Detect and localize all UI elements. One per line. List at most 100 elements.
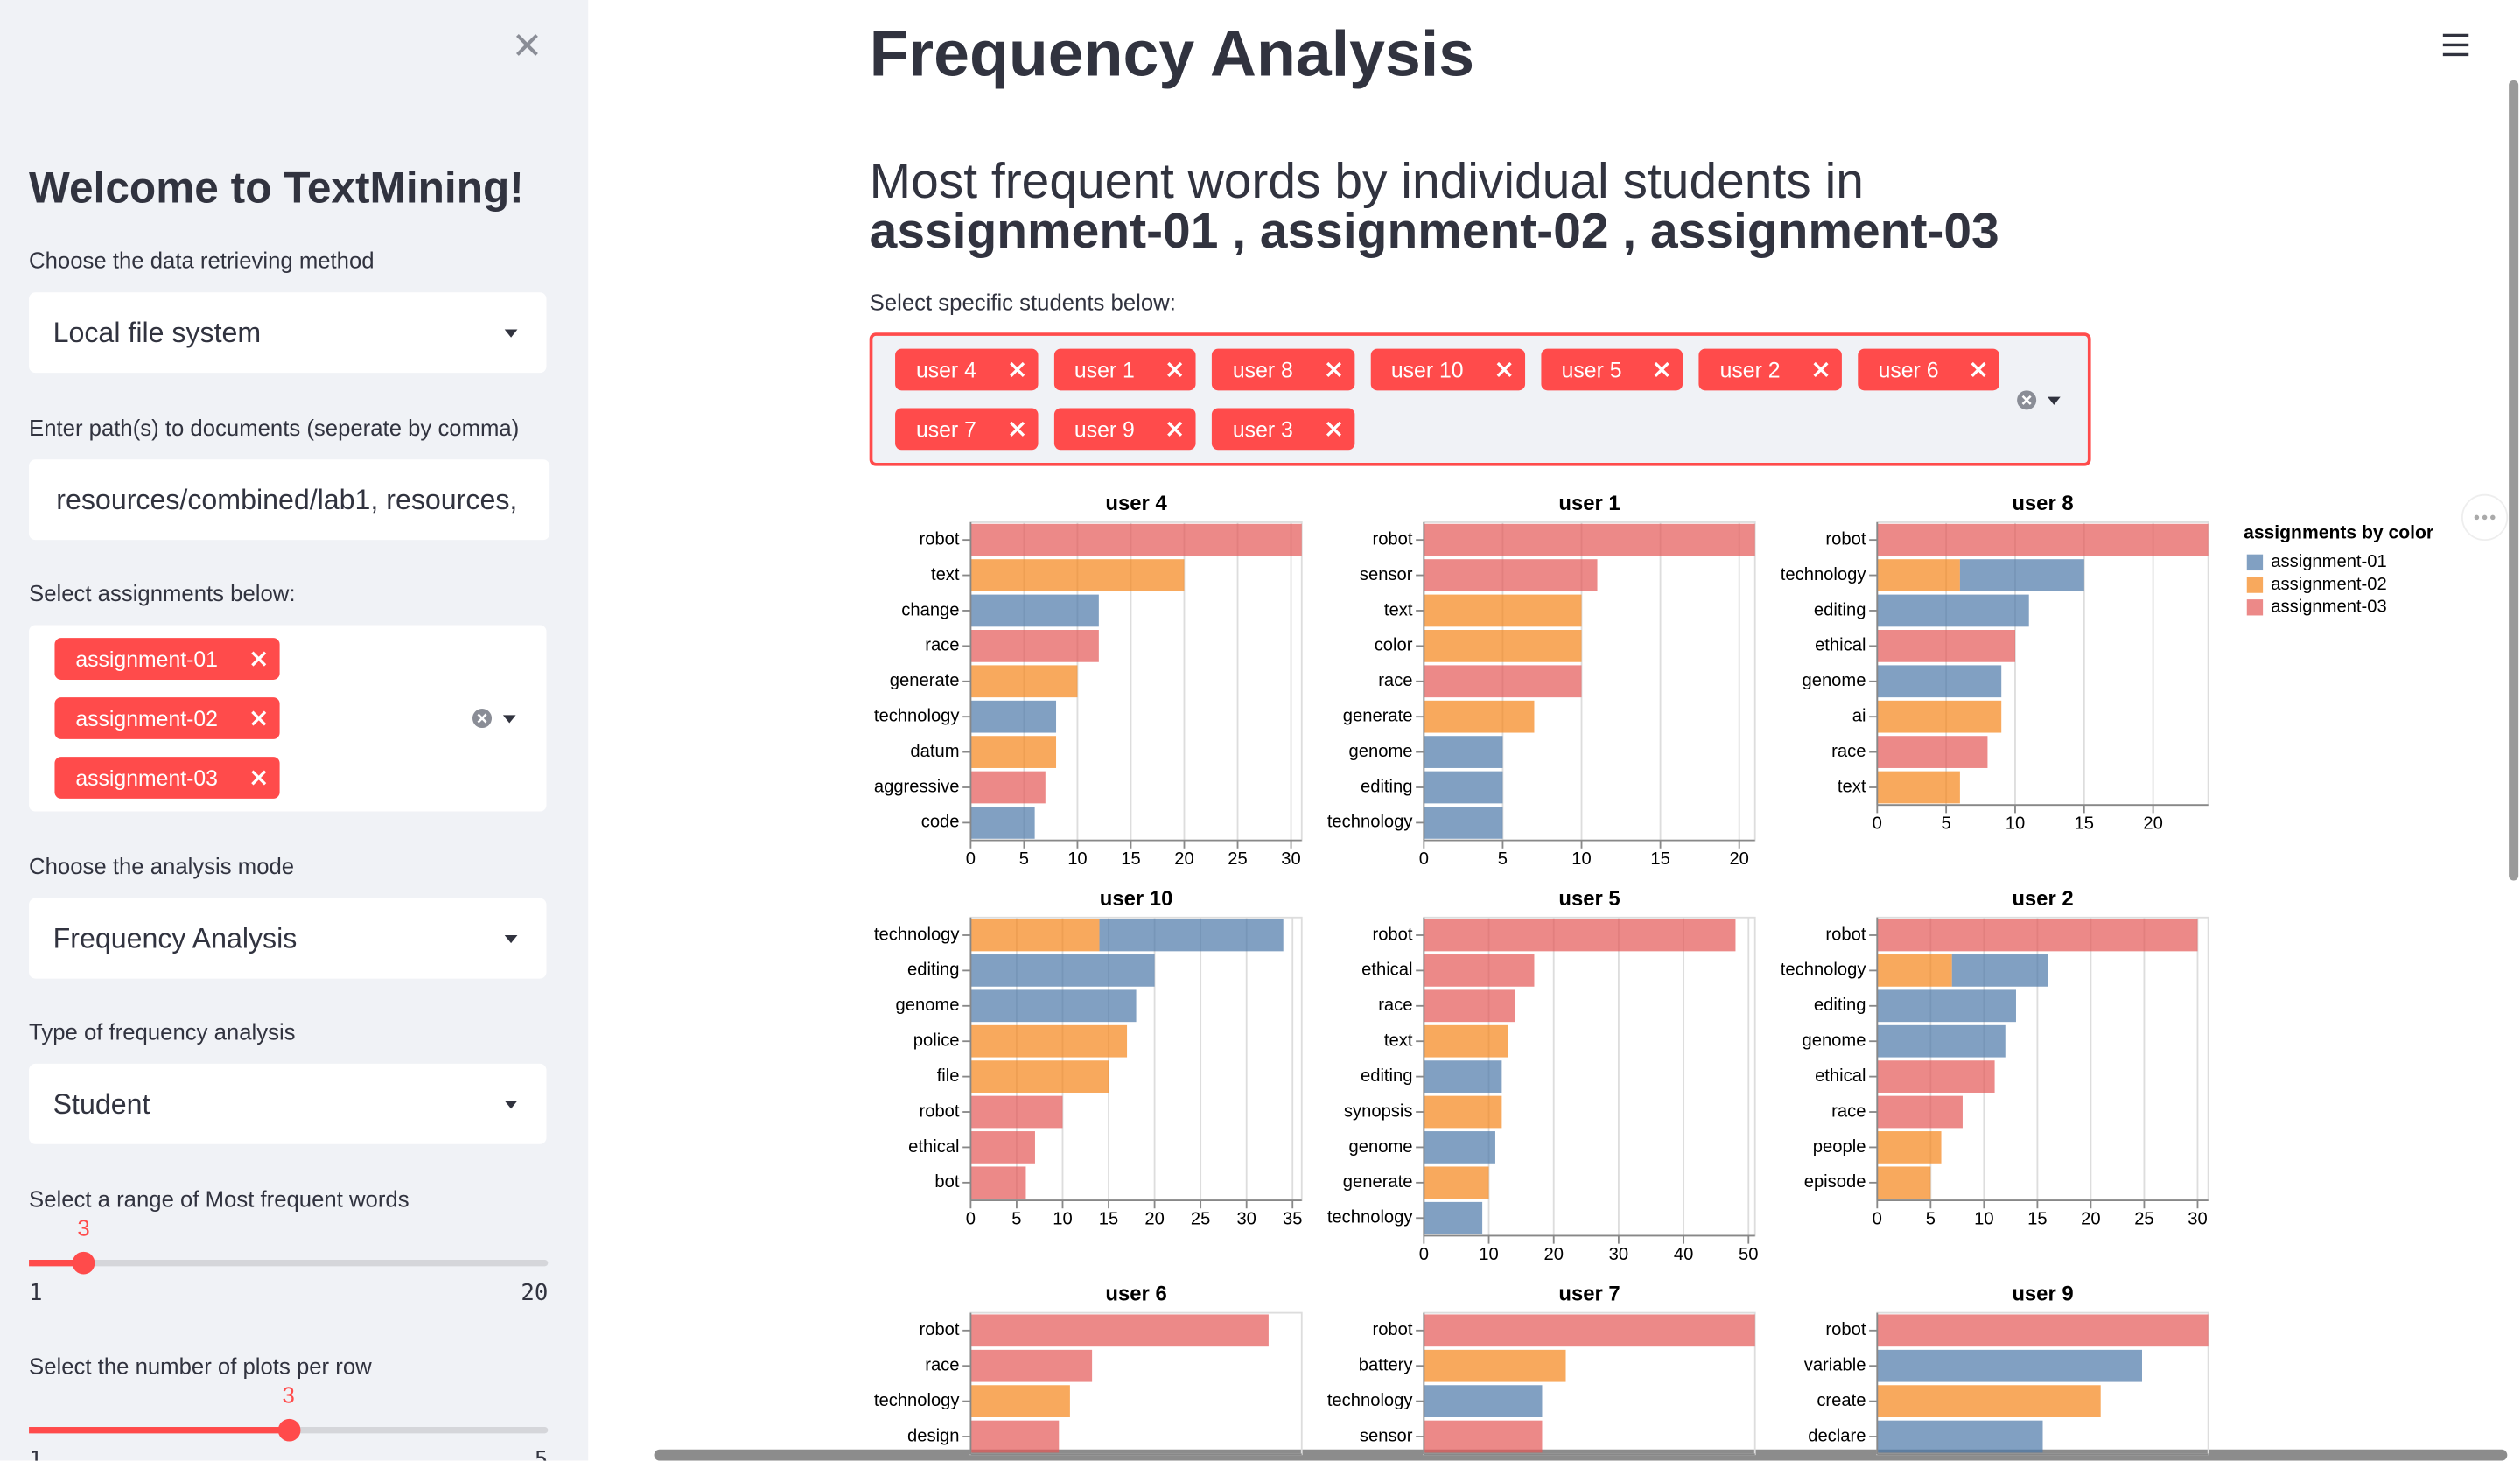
- y-tick-label: robot: [1825, 925, 1866, 944]
- y-tick-label: change: [901, 600, 959, 619]
- icon-stroke: [250, 770, 266, 786]
- slider-value: 3: [77, 1214, 90, 1241]
- bar-segment: [970, 807, 1035, 839]
- bar-segment: [1959, 559, 2084, 591]
- bar-segment: [1877, 1349, 2143, 1382]
- remove-icon[interactable]: [1326, 421, 1341, 437]
- remove-icon[interactable]: [1812, 361, 1828, 377]
- y-tick-label: design: [907, 1426, 959, 1445]
- close-sidebar[interactable]: [514, 32, 540, 58]
- field-label: Type of frequency analysis: [29, 1018, 296, 1045]
- bar-segment: [1877, 594, 2029, 627]
- y-tick-label: ethical: [1815, 636, 1866, 655]
- select[interactable]: Student: [29, 1063, 547, 1144]
- x-tick-label: 15: [1650, 849, 1670, 869]
- tag[interactable]: user 10: [1369, 348, 1525, 391]
- x-tick-label: 30: [2188, 1209, 2207, 1228]
- x-tick-label: 0: [1872, 814, 1882, 834]
- y-tick-label: ethical: [1362, 961, 1412, 980]
- bar-segment: [1424, 1420, 1543, 1453]
- chart-menu[interactable]: [2460, 493, 2509, 542]
- slider-fill: [29, 1427, 289, 1434]
- remove-icon[interactable]: [250, 710, 266, 726]
- icon-stroke: [1167, 361, 1183, 377]
- remove-icon[interactable]: [1970, 361, 1986, 377]
- y-tick-label: people: [1813, 1137, 1866, 1157]
- bar-segment: [1424, 1095, 1502, 1129]
- x-tick-label: 35: [1283, 1209, 1302, 1228]
- text-input[interactable]: resources/combined/lab1, resources,: [29, 459, 550, 541]
- bar-segment: [1877, 1131, 1942, 1164]
- tag[interactable]: user 9: [1054, 408, 1196, 451]
- bar-segment: [1877, 1095, 1963, 1129]
- tag[interactable]: user 3: [1212, 408, 1354, 451]
- x-tick-label: 50: [1739, 1245, 1758, 1264]
- tag[interactable]: user 5: [1540, 348, 1684, 391]
- y-tick-label: editing: [1361, 777, 1413, 796]
- menu-button[interactable]: [2441, 32, 2470, 58]
- bar-segment: [970, 594, 1099, 627]
- x-tick-label: 25: [1228, 849, 1247, 869]
- bar-segment: [1877, 989, 2016, 1023]
- tag[interactable]: user 7: [895, 408, 1038, 451]
- tag-label: assignment-02: [75, 706, 218, 730]
- x-tick-label: 20: [1144, 1209, 1164, 1228]
- tag[interactable]: assignment-01: [54, 638, 279, 680]
- tag[interactable]: assignment-03: [54, 757, 279, 799]
- y-tick-label: editing: [1814, 600, 1866, 619]
- bar-segment: [970, 665, 1078, 698]
- icon-stroke: [1326, 421, 1341, 437]
- y-tick-label: race: [1831, 742, 1866, 761]
- y-tick-label: robot: [1825, 1320, 1866, 1339]
- remove-icon[interactable]: [1167, 361, 1183, 377]
- field-label: Choose the analysis mode: [29, 853, 295, 879]
- x-tick-label: 5: [1012, 1209, 1021, 1228]
- remove-icon[interactable]: [1009, 421, 1025, 437]
- remove-icon[interactable]: [1654, 361, 1670, 377]
- x-tick-label: 10: [1974, 1209, 1993, 1228]
- y-tick-label: editing: [1361, 1066, 1413, 1086]
- bar-segment: [970, 1349, 1093, 1382]
- y-tick-label: editing: [907, 961, 959, 980]
- chart-title: user 1: [1558, 492, 1620, 515]
- y-tick-label: generate: [1343, 707, 1413, 726]
- bar-segment: [1424, 919, 1736, 952]
- vertical-scrollbar[interactable]: [2509, 80, 2519, 881]
- tag[interactable]: user 2: [1698, 348, 1842, 391]
- tag-label: user 1: [1074, 357, 1135, 382]
- remove-icon[interactable]: [1326, 361, 1341, 377]
- y-tick-label: episode: [1804, 1172, 1866, 1192]
- clear-and-caret[interactable]: [2015, 388, 2067, 411]
- student-multiselect[interactable]: user 4 user 1 user 8 user 10 user 5 user 2 use…: [869, 332, 2091, 466]
- multiselect[interactable]: assignment-01 assignment-02 assignment-03: [29, 625, 547, 812]
- select[interactable]: Local file system: [29, 292, 547, 374]
- tag[interactable]: assignment-02: [54, 697, 279, 739]
- bar-segment: [1877, 1314, 2208, 1347]
- x-tick-label: 20: [2081, 1209, 2100, 1228]
- x-tick-label: 0: [1419, 849, 1429, 869]
- y-tick-label: color: [1375, 636, 1413, 655]
- tag[interactable]: user 4: [895, 348, 1038, 391]
- slider-thumb[interactable]: [276, 1418, 300, 1442]
- x-tick-label: 0: [1872, 1209, 1882, 1228]
- tag[interactable]: user 8: [1212, 348, 1354, 391]
- tag[interactable]: user 6: [1857, 348, 2000, 391]
- sidebar-title: Welcome to TextMining!: [29, 164, 524, 213]
- slider-track[interactable]: [29, 1260, 549, 1267]
- remove-icon[interactable]: [1009, 361, 1025, 377]
- x-tick-label: 0: [966, 849, 976, 869]
- remove-icon[interactable]: [250, 651, 266, 667]
- remove-icon[interactable]: [250, 770, 266, 786]
- y-tick-label: generate: [890, 671, 960, 690]
- remove-icon[interactable]: [1495, 361, 1512, 377]
- select-value: Frequency Analysis: [52, 922, 298, 955]
- slider-thumb[interactable]: [72, 1251, 95, 1275]
- clear-and-caret[interactable]: [471, 707, 522, 730]
- tag[interactable]: user 1: [1054, 348, 1196, 391]
- x-tick-label: 20: [1174, 849, 1194, 869]
- remove-icon[interactable]: [1167, 421, 1183, 437]
- bar-segment: [1877, 700, 2002, 733]
- select[interactable]: Frequency Analysis: [29, 898, 547, 979]
- x-tick-label: 25: [1191, 1209, 1210, 1228]
- y-tick-label: text: [1384, 600, 1413, 619]
